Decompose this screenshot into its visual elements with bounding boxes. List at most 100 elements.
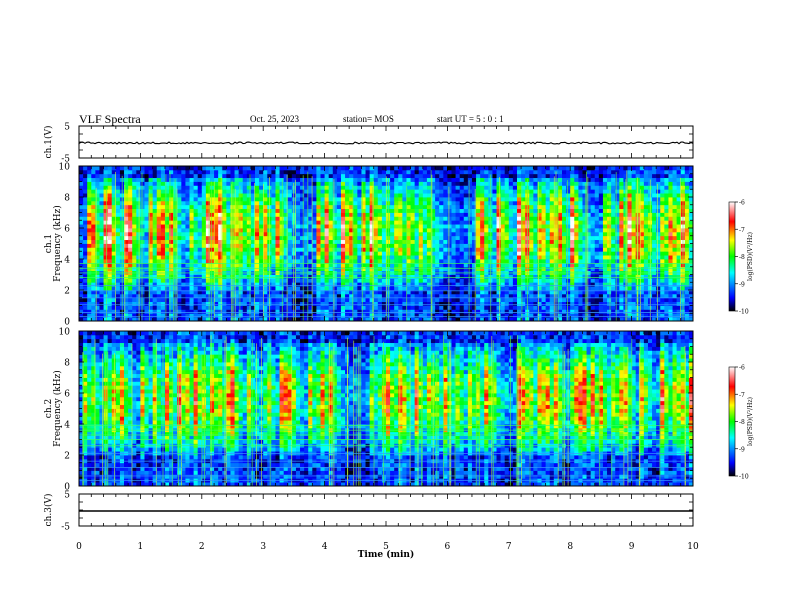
spectrogram-cell xyxy=(226,166,231,171)
spectrogram-cell xyxy=(304,317,309,322)
spectrogram-cell xyxy=(304,173,309,179)
spectrogram-cell xyxy=(521,235,526,241)
spectrogram-cell xyxy=(349,243,354,248)
spectrogram-cell xyxy=(209,197,215,202)
spectrogram-cell xyxy=(390,212,395,217)
spectrogram-cell xyxy=(406,286,411,291)
spectrogram-cell xyxy=(578,177,583,182)
spectrogram-cell xyxy=(521,169,526,175)
spectrogram-cell xyxy=(259,259,264,264)
spectrogram-cell xyxy=(422,189,428,194)
spectrogram-cell xyxy=(83,200,88,206)
spectrogram-cell xyxy=(578,317,583,322)
spectrogram-cell xyxy=(95,266,100,272)
spectrogram-cell xyxy=(562,309,567,314)
spectrogram-cell xyxy=(99,169,104,175)
spectrogram-cell xyxy=(177,290,182,295)
spectrogram-cell xyxy=(463,228,469,233)
spectrogram-cell xyxy=(476,278,481,283)
spectrogram-cell xyxy=(103,309,109,314)
spectrogram-cell xyxy=(508,297,514,303)
spectrogram-cell xyxy=(226,309,231,314)
spectrogram-cell xyxy=(414,317,420,322)
spectrogram-cell xyxy=(271,224,276,229)
spectrogram-cell xyxy=(169,278,174,283)
spectrogram-cell xyxy=(226,247,231,252)
spectrogram-cell xyxy=(246,208,252,213)
spectrogram-cell xyxy=(426,297,432,303)
spectrogram-cell xyxy=(169,235,174,241)
spectrogram-cell xyxy=(328,255,334,260)
spectrogram-cell xyxy=(160,193,166,198)
spectrogram-cell xyxy=(140,274,145,279)
spectrogram-cell xyxy=(283,181,289,186)
spectrogram-cell xyxy=(189,228,195,233)
spectrogram-cell xyxy=(308,282,313,287)
spectrogram-cell xyxy=(209,282,215,287)
spectrogram-cell xyxy=(529,313,534,318)
spectrogram-cell xyxy=(508,177,514,182)
spectrogram-cell xyxy=(144,274,149,279)
spectrogram-cell xyxy=(484,173,489,179)
spectrogram-cell xyxy=(250,220,256,225)
spectrogram-cell xyxy=(492,216,497,221)
spectrogram-cell xyxy=(259,317,264,322)
spectrogram-cell xyxy=(516,204,522,210)
spectrogram-cell xyxy=(562,193,567,198)
spectrogram-cell xyxy=(426,173,432,179)
spectrogram-cell xyxy=(148,243,154,248)
spectrogram-cell xyxy=(304,251,309,256)
spectrogram-cell xyxy=(402,239,407,244)
spectrogram-cell xyxy=(259,313,264,318)
spectrogram-cell xyxy=(83,317,88,322)
spectrogram-cell xyxy=(541,313,547,318)
spectrogram-cell xyxy=(209,169,215,175)
spectrogram-cell xyxy=(390,220,395,225)
spectrogram-cell xyxy=(205,224,211,229)
spectrogram-cell xyxy=(508,220,514,225)
spectrogram-cell xyxy=(255,309,260,314)
spectrogram-cell xyxy=(455,193,461,198)
spectrogram-cell xyxy=(373,274,379,279)
spectrogram-cell xyxy=(410,301,416,306)
spectrogram-cell xyxy=(443,177,448,182)
spectrogram-cell xyxy=(463,278,469,283)
spectrogram-cell xyxy=(177,286,182,291)
spectrogram-cell xyxy=(177,208,182,213)
spectrogram-cell xyxy=(234,266,240,272)
spectrogram-cell xyxy=(242,220,248,225)
spectrogram-cell xyxy=(128,301,133,306)
spectrogram-cell xyxy=(533,235,538,241)
spectrogram-cell xyxy=(521,247,526,252)
spectrogram-cell xyxy=(181,166,186,171)
spectrogram-cell xyxy=(148,301,154,306)
spectrogram-cell xyxy=(107,290,113,295)
spectrogram-cell xyxy=(111,220,117,225)
spectrogram-cell xyxy=(443,166,448,171)
spectrogram-1 xyxy=(79,166,694,322)
spectrogram-cell xyxy=(234,166,240,171)
spectrogram-cell xyxy=(357,200,362,206)
spectrogram-cell xyxy=(99,177,104,182)
spectrogram-cell xyxy=(218,251,223,256)
spectrogram-cell xyxy=(255,224,260,229)
spectrogram-cell xyxy=(287,197,293,202)
spectrogram-cell xyxy=(271,286,276,291)
spectrogram-cell xyxy=(140,204,145,210)
spectrogram-cell xyxy=(426,247,432,252)
spectrogram-cell xyxy=(115,243,121,248)
spectrogram-cell xyxy=(250,282,256,287)
spectrogram-cell xyxy=(439,208,444,213)
spectrogram-cell xyxy=(222,305,227,310)
spectrogram-cell xyxy=(140,185,145,190)
spectrogram-cell xyxy=(160,317,166,322)
spectrogram-cell xyxy=(422,278,428,283)
spectrogram-cell xyxy=(525,169,530,175)
spectrogram-cell xyxy=(79,189,84,194)
spectrogram-cell xyxy=(140,243,145,248)
spectrogram-cell xyxy=(541,282,547,287)
spectrogram-cell xyxy=(201,309,207,314)
spectrogram-cell xyxy=(398,301,403,306)
spectrogram-cell xyxy=(566,212,571,217)
spectrogram-cell xyxy=(328,262,334,268)
